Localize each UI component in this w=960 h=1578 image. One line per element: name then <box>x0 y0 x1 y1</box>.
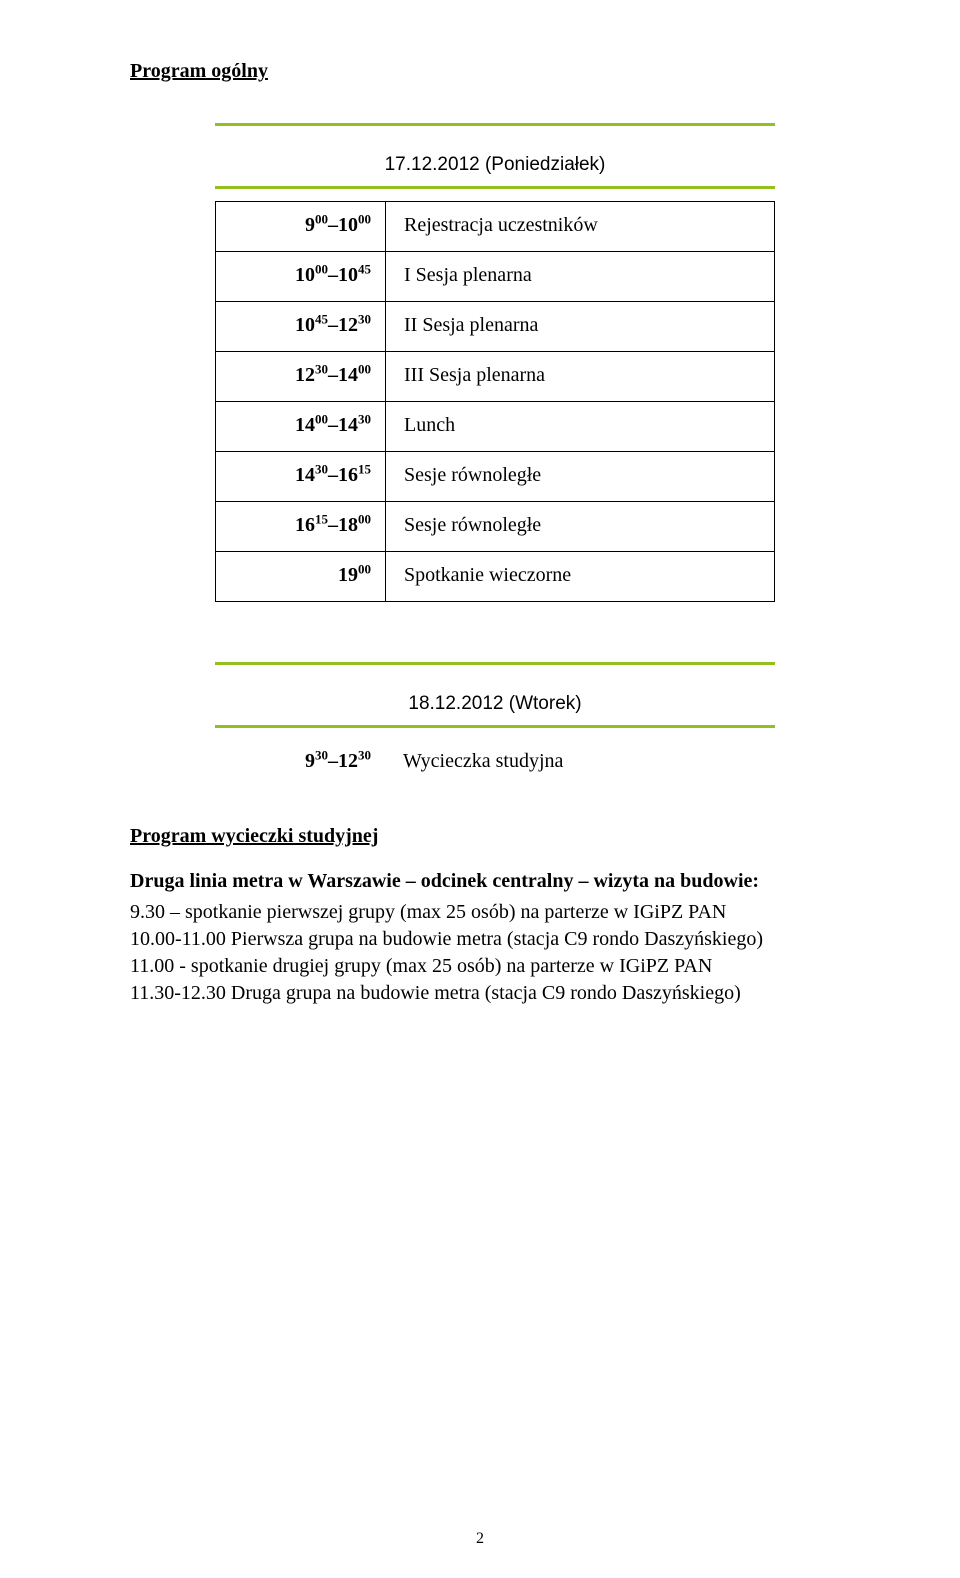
desc-cell: Rejestracja uczestników <box>386 202 775 252</box>
time-cell: 900–1000 <box>216 202 386 252</box>
trip-line: 11.30-12.30 Druga grupa na budowie metra… <box>130 980 860 1007</box>
desc-cell: Lunch <box>386 402 775 452</box>
day2-block: 18.12.2012 (Wtorek) 930–1230 Wycieczka s… <box>215 662 775 785</box>
green-rule-top-1 <box>215 123 775 126</box>
trip-line: 10.00-11.00 Pierwsza grupa na budowie me… <box>130 926 860 953</box>
page: Program ogólny 17.12.2012 (Poniedziałek)… <box>0 0 960 1578</box>
time-cell: 1900 <box>216 552 386 602</box>
table-row: 1615–1800Sesje równoległe <box>216 502 775 552</box>
desc-cell: Sesje równoległe <box>386 502 775 552</box>
time-cell: 1230–1400 <box>216 352 386 402</box>
table-row: 1045–1230II Sesja plenarna <box>216 302 775 352</box>
table-row: 1230–1400III Sesja plenarna <box>216 352 775 402</box>
green-rule-top-2 <box>215 662 775 665</box>
day2-desc-cell: Wycieczka studyjna <box>385 740 775 785</box>
table-row: 930–1230 Wycieczka studyjna <box>215 740 775 785</box>
green-rule-bottom-1 <box>215 186 775 189</box>
trip-lines: 9.30 – spotkanie pierwszej grupy (max 25… <box>130 899 860 1007</box>
desc-cell: Sesje równoległe <box>386 452 775 502</box>
green-rule-bottom-2 <box>215 725 775 728</box>
spacer <box>130 622 860 662</box>
trip-line: 11.00 - spotkanie drugiej grupy (max 25 … <box>130 953 860 980</box>
day1-schedule-table: 900–1000Rejestracja uczestników1000–1045… <box>215 201 775 602</box>
table-row: 1900Spotkanie wieczorne <box>216 552 775 602</box>
desc-cell: I Sesja plenarna <box>386 252 775 302</box>
table-row: 1400–1430Lunch <box>216 402 775 452</box>
table-row: 1430–1615Sesje równoległe <box>216 452 775 502</box>
day1-block: 17.12.2012 (Poniedziałek) 900–1000Rejest… <box>215 123 775 602</box>
time-cell: 1400–1430 <box>216 402 386 452</box>
day1-date-heading: 17.12.2012 (Poniedziałek) <box>215 154 775 176</box>
day1-tbody: 900–1000Rejestracja uczestników1000–1045… <box>216 202 775 602</box>
day2-date-heading: 18.12.2012 (Wtorek) <box>215 693 775 715</box>
trip-line: 9.30 – spotkanie pierwszej grupy (max 25… <box>130 899 860 926</box>
table-row: 1000–1045I Sesja plenarna <box>216 252 775 302</box>
time-cell: 1615–1800 <box>216 502 386 552</box>
table-row: 900–1000Rejestracja uczestników <box>216 202 775 252</box>
time-cell: 1045–1230 <box>216 302 386 352</box>
day2-time-cell: 930–1230 <box>215 740 385 785</box>
day2-schedule-table: 930–1230 Wycieczka studyjna <box>215 740 775 785</box>
trip-heading: Program wycieczki studyjnej <box>130 825 860 848</box>
page-number: 2 <box>0 1530 960 1548</box>
desc-cell: II Sesja plenarna <box>386 302 775 352</box>
desc-cell: III Sesja plenarna <box>386 352 775 402</box>
time-cell: 1430–1615 <box>216 452 386 502</box>
time-cell: 1000–1045 <box>216 252 386 302</box>
program-title: Program ogólny <box>130 60 860 83</box>
desc-cell: Spotkanie wieczorne <box>386 552 775 602</box>
trip-bold-line: Druga linia metra w Warszawie – odcinek … <box>130 868 860 895</box>
